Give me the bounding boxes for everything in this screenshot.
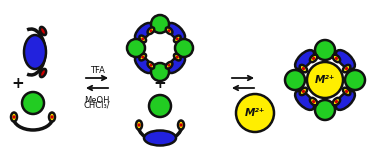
Ellipse shape (135, 56, 152, 73)
Circle shape (345, 70, 365, 90)
Ellipse shape (295, 91, 314, 110)
Ellipse shape (147, 62, 154, 69)
Ellipse shape (149, 29, 152, 32)
Ellipse shape (333, 55, 340, 62)
Ellipse shape (310, 98, 317, 105)
Ellipse shape (139, 54, 146, 60)
Text: M²⁺: M²⁺ (245, 108, 265, 118)
Ellipse shape (50, 115, 54, 119)
Circle shape (127, 39, 145, 57)
Ellipse shape (166, 62, 172, 69)
Ellipse shape (137, 123, 141, 127)
Text: TFA: TFA (90, 65, 104, 75)
Ellipse shape (147, 27, 154, 34)
Ellipse shape (24, 35, 46, 69)
Ellipse shape (176, 56, 179, 59)
Ellipse shape (336, 50, 355, 69)
Ellipse shape (11, 112, 17, 121)
Ellipse shape (300, 65, 307, 72)
Ellipse shape (295, 50, 314, 69)
Circle shape (175, 39, 193, 57)
Ellipse shape (345, 67, 348, 70)
Text: M²⁺: M²⁺ (315, 75, 335, 85)
Ellipse shape (178, 120, 184, 129)
Text: +: + (153, 76, 166, 91)
Ellipse shape (135, 23, 152, 40)
Ellipse shape (49, 112, 55, 121)
Ellipse shape (168, 29, 170, 32)
Ellipse shape (179, 123, 183, 127)
Ellipse shape (141, 56, 144, 59)
Ellipse shape (149, 64, 152, 67)
Ellipse shape (174, 54, 181, 60)
Ellipse shape (345, 90, 348, 93)
Circle shape (149, 95, 171, 117)
Ellipse shape (12, 115, 15, 119)
Ellipse shape (168, 64, 170, 67)
Ellipse shape (167, 56, 185, 73)
Ellipse shape (335, 100, 338, 103)
Circle shape (236, 94, 274, 132)
Ellipse shape (141, 37, 144, 40)
Ellipse shape (312, 57, 315, 60)
Ellipse shape (144, 131, 176, 145)
Circle shape (315, 40, 335, 60)
Ellipse shape (300, 88, 307, 95)
Circle shape (307, 62, 343, 98)
Ellipse shape (310, 55, 317, 62)
Text: CHCl₃/: CHCl₃/ (84, 100, 110, 109)
Ellipse shape (335, 57, 338, 60)
Ellipse shape (174, 36, 181, 42)
Ellipse shape (167, 23, 185, 40)
Ellipse shape (302, 90, 305, 93)
Ellipse shape (333, 98, 340, 105)
Ellipse shape (139, 36, 146, 42)
Ellipse shape (336, 91, 355, 110)
Ellipse shape (136, 120, 142, 129)
Ellipse shape (166, 27, 172, 34)
Ellipse shape (343, 65, 350, 72)
Circle shape (285, 70, 305, 90)
Text: +: + (12, 76, 24, 91)
Text: MeOH: MeOH (84, 96, 110, 104)
Circle shape (151, 63, 169, 81)
Ellipse shape (40, 69, 46, 77)
Circle shape (151, 15, 169, 33)
Ellipse shape (40, 27, 46, 35)
Circle shape (315, 100, 335, 120)
Ellipse shape (176, 37, 179, 40)
Ellipse shape (312, 100, 315, 103)
Ellipse shape (343, 88, 350, 95)
Ellipse shape (302, 67, 305, 70)
Circle shape (22, 92, 44, 114)
